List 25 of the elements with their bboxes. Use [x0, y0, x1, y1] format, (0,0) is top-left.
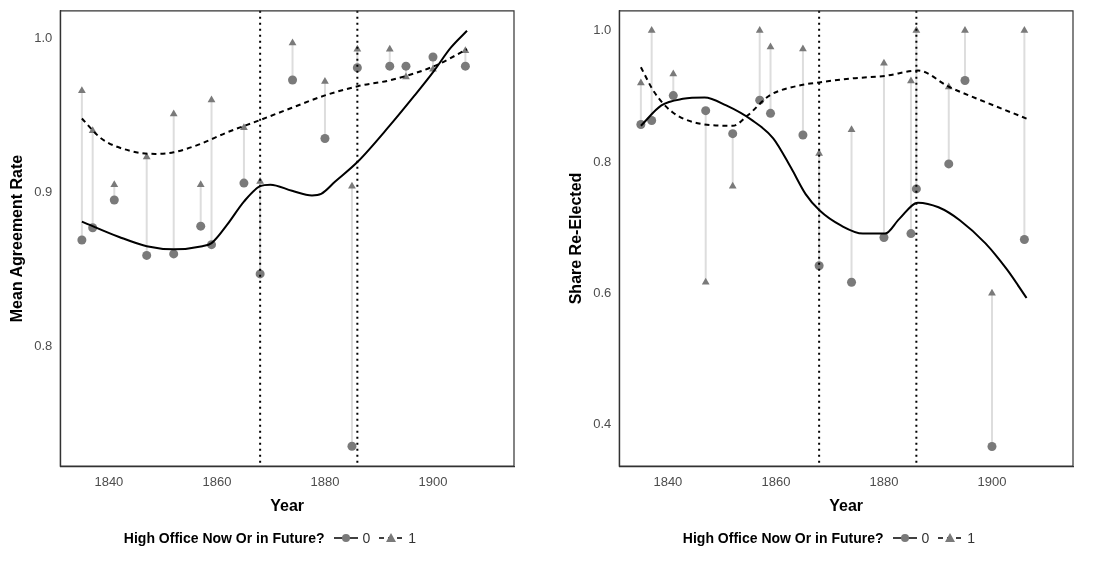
legend-label: 0 [921, 530, 930, 546]
y-tick-label: 0.8 [593, 153, 612, 169]
y-tick-label: 0.9 [34, 183, 53, 199]
x-tick-label: 1900 [977, 473, 1007, 489]
y-axis-title: Mean Agreement Rate [8, 154, 26, 323]
x-tick-label: 1900 [418, 473, 448, 489]
x-tick-label: 1840 [653, 473, 683, 489]
legend-label: 0 [362, 530, 371, 546]
legend-title: High Office Now Or in Future? [123, 530, 325, 546]
x-axis-title: Year [270, 496, 305, 514]
x-tick-label: 1880 [869, 473, 899, 489]
legend-label: 1 [408, 530, 417, 546]
y-tick-label: 1.0 [34, 30, 53, 46]
x-tick-label: 1860 [761, 473, 791, 489]
x-tick-label: 1880 [310, 473, 340, 489]
y-tick-label: 0.6 [593, 284, 612, 300]
legend-title: High Office Now Or in Future? [682, 530, 884, 546]
x-axis-title: Year [829, 496, 864, 514]
y-axis-title: Share Re-Elected [567, 172, 585, 305]
y-tick-label: 0.4 [593, 416, 612, 432]
x-tick-label: 1840 [94, 473, 124, 489]
legend-label: 1 [967, 530, 976, 546]
y-tick-label: 0.8 [34, 337, 53, 353]
x-tick-label: 1860 [202, 473, 232, 489]
y-tick-label: 1.0 [593, 22, 612, 38]
